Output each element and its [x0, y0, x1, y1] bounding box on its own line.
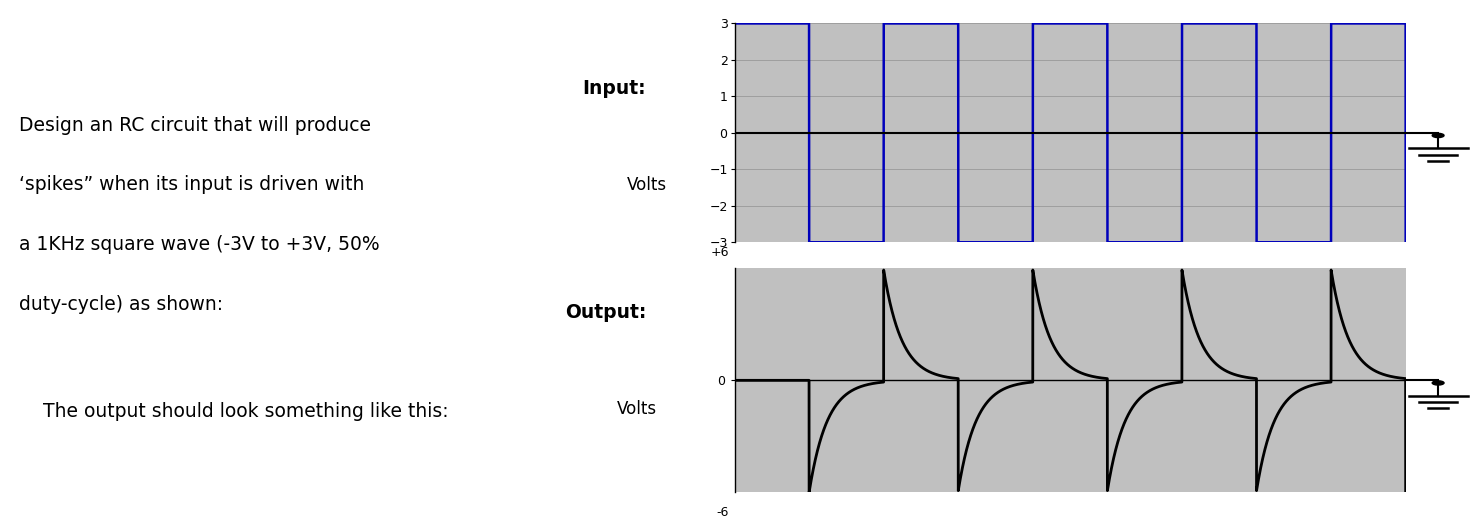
Text: Design an RC circuit that will produce: Design an RC circuit that will produce: [19, 116, 372, 134]
Text: Input:: Input:: [583, 79, 646, 98]
Text: duty-cycle) as shown:: duty-cycle) as shown:: [19, 295, 223, 314]
Text: a 1KHz square wave (-3V to +3V, 50%: a 1KHz square wave (-3V to +3V, 50%: [19, 235, 379, 254]
Text: Volts: Volts: [627, 176, 667, 194]
Text: ‘spikes” when its input is driven with: ‘spikes” when its input is driven with: [19, 176, 364, 194]
Text: -6: -6: [717, 506, 729, 519]
Text: +6: +6: [711, 246, 729, 259]
Text: The output should look something like this:: The output should look something like th…: [19, 402, 448, 421]
Text: Volts: Volts: [617, 400, 656, 418]
Text: Output:: Output:: [565, 303, 646, 322]
